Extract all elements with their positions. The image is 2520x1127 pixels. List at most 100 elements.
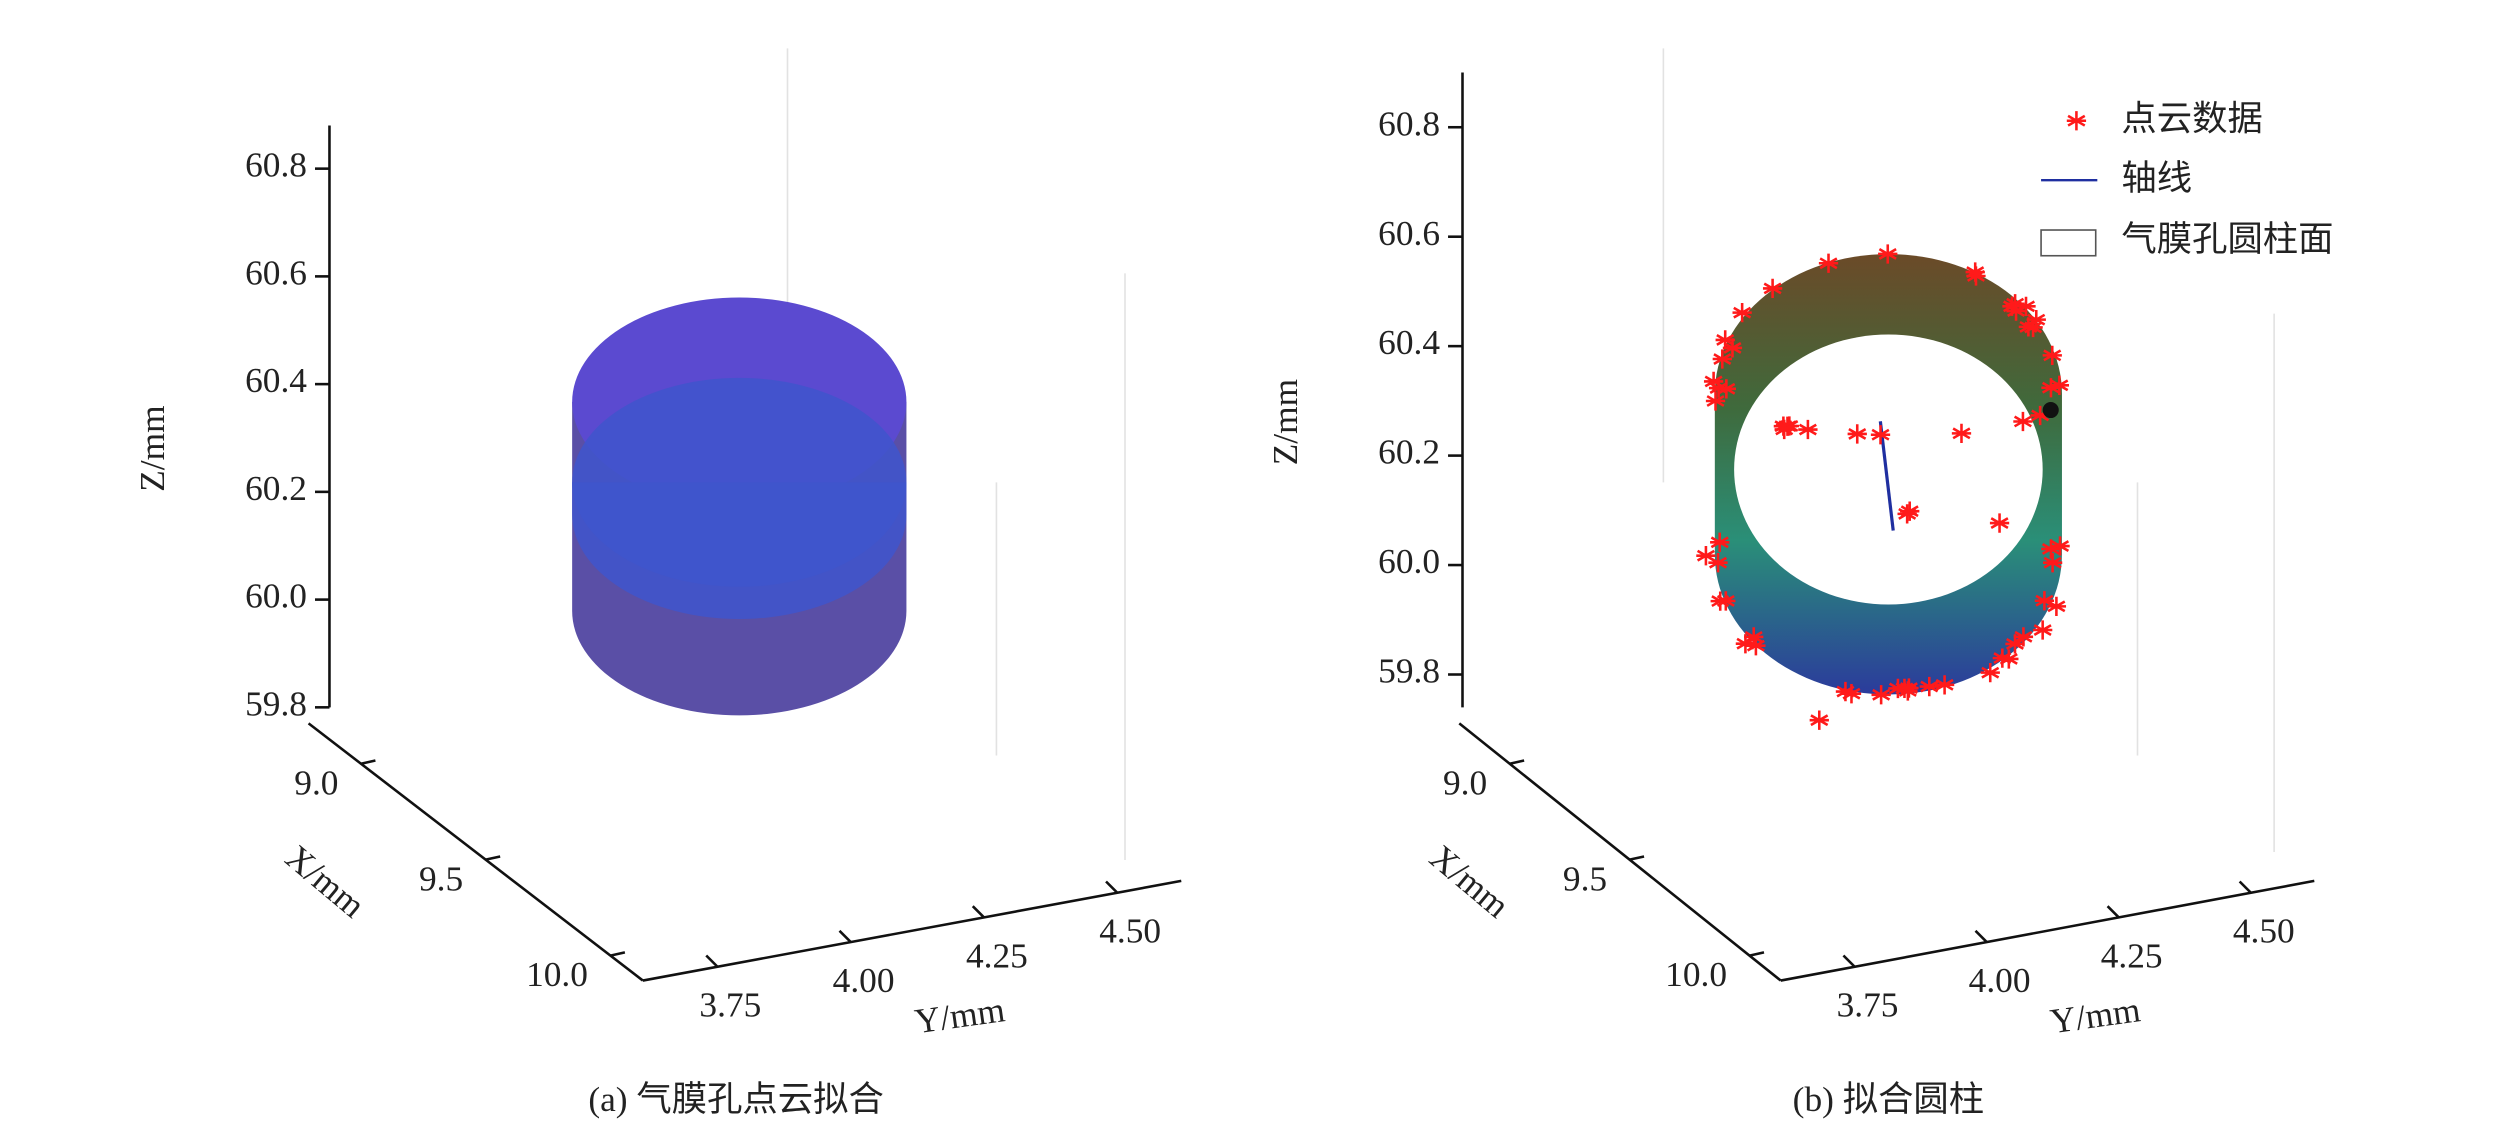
- point-marker: [1899, 678, 1919, 698]
- y-tick: [2106, 905, 2120, 919]
- z-tick-label: 60.4: [1378, 322, 1440, 362]
- x-tick-label: 9.0: [1443, 762, 1487, 802]
- point-marker: [2033, 620, 2053, 640]
- point-marker: [1965, 262, 1985, 282]
- z-tick-label: 60.0: [1378, 541, 1440, 581]
- point-marker: [2006, 301, 2026, 321]
- point-marker: [1871, 685, 1891, 705]
- z-tick-label: 60.2: [245, 468, 307, 508]
- y-tick: [1105, 880, 1119, 894]
- x-tick-label: 9.0: [294, 762, 338, 802]
- legend-marker: [2066, 111, 2087, 131]
- caption: (b) 拟合圆柱: [1793, 1079, 1984, 1119]
- point-marker: [2030, 405, 2050, 426]
- y-tick: [705, 954, 719, 968]
- point-marker: [1696, 546, 1716, 566]
- point-marker: [1762, 278, 1783, 299]
- point-marker: [1715, 330, 1735, 350]
- point-marker: [2016, 296, 2036, 316]
- z-axis-label: Z/mm: [132, 405, 172, 491]
- z-tick-label: 60.0: [245, 576, 307, 616]
- point-marker: [1716, 379, 1736, 399]
- z-tick-label: 60.4: [245, 360, 307, 400]
- caption: (a) 气膜孔点云拟合: [588, 1079, 883, 1119]
- y-tick-label: 3.75: [699, 985, 761, 1025]
- y-axis-label: Y/mm: [2048, 989, 2143, 1041]
- point-marker: [1951, 423, 1972, 443]
- y-tick-label: 4.25: [966, 935, 1028, 975]
- point-marker: [2041, 539, 2061, 559]
- legend-label: 轴线: [2121, 158, 2192, 198]
- x-tick-label: 10.0: [526, 954, 588, 994]
- point-marker: [2042, 553, 2063, 573]
- point-marker: [1710, 532, 1730, 552]
- point-marker: [1809, 710, 1829, 730]
- point-marker: [1818, 253, 1839, 273]
- cylinder-hole: [1734, 334, 2043, 605]
- x-tick-label: 9.5: [419, 858, 463, 898]
- y-tick: [1974, 929, 1988, 943]
- point-marker: [1746, 636, 1766, 656]
- cylinder-front: [572, 482, 907, 587]
- point-marker: [1888, 678, 1908, 699]
- point-marker: [1989, 513, 2010, 533]
- point-marker: [2042, 345, 2062, 366]
- point-marker: [2013, 411, 2033, 432]
- z-tick-label: 59.8: [1378, 651, 1440, 691]
- point-marker: [2049, 375, 2070, 395]
- point-marker: [1870, 425, 1891, 445]
- x-tick-label: 10.0: [1665, 954, 1727, 994]
- point-marker: [2026, 310, 2046, 330]
- point-marker: [2005, 634, 2025, 654]
- point-marker: [1999, 649, 2019, 669]
- point-marker: [2002, 296, 2022, 316]
- z-tick-label: 60.8: [1378, 103, 1440, 143]
- panel: 60.8 60.6 60.4 60.2 60.0 59.8 Z/mm 9.0 9.5 10.0 X/…: [132, 125, 1182, 1119]
- x-tick: [485, 855, 501, 861]
- x-axis-label: X/mm: [1422, 837, 1517, 926]
- point-marker: [1735, 634, 1756, 654]
- point-marker: [2023, 317, 2043, 338]
- z-axis-label: Z/mm: [1265, 379, 1305, 465]
- y-tick-label: 4.25: [2101, 935, 2163, 975]
- x-tick: [1509, 759, 1525, 765]
- x-axis: [1458, 722, 1782, 982]
- z-tick-label: 60.6: [245, 252, 307, 292]
- z-tick-label: 59.8: [245, 683, 307, 723]
- y-tick: [2238, 880, 2252, 894]
- point-marker: [1732, 303, 1752, 323]
- point-marker: [1934, 675, 1955, 695]
- point-marker: [1847, 424, 1867, 444]
- y-axis-label: Y/mm: [912, 989, 1007, 1041]
- marker-dot: [2042, 401, 2059, 419]
- point-marker: [1708, 553, 1728, 573]
- x-axis-label: X/mm: [278, 837, 373, 926]
- point-marker: [2050, 536, 2070, 556]
- y-axis: [642, 879, 1182, 982]
- z-tick-label: 60.8: [245, 145, 307, 185]
- y-tick-label: 4.50: [2233, 911, 2295, 951]
- point-marker: [1774, 419, 1794, 440]
- z-tick-label: 60.2: [1378, 432, 1440, 472]
- point-marker: [2013, 627, 2034, 647]
- y-axis: [1780, 879, 2315, 982]
- y-tick: [838, 929, 852, 943]
- point-marker: [1835, 681, 1856, 702]
- y-tick-label: 4.50: [1099, 911, 1161, 951]
- y-tick: [1842, 954, 1856, 968]
- legend-patch: [2040, 229, 2097, 257]
- point-marker: [2041, 378, 2061, 398]
- legend-label: 气膜孔圆柱面: [2121, 219, 2333, 259]
- point-marker: [1798, 419, 1818, 440]
- point-marker: [1722, 338, 1743, 358]
- point-marker: [1744, 627, 1764, 647]
- x-tick: [1749, 951, 1765, 957]
- x-tick: [360, 759, 376, 765]
- point-marker: [1712, 349, 1732, 369]
- z-tick-label: 60.6: [1378, 213, 1440, 253]
- point-marker: [1900, 501, 1920, 521]
- y-tick: [971, 905, 985, 919]
- x-tick: [610, 951, 626, 957]
